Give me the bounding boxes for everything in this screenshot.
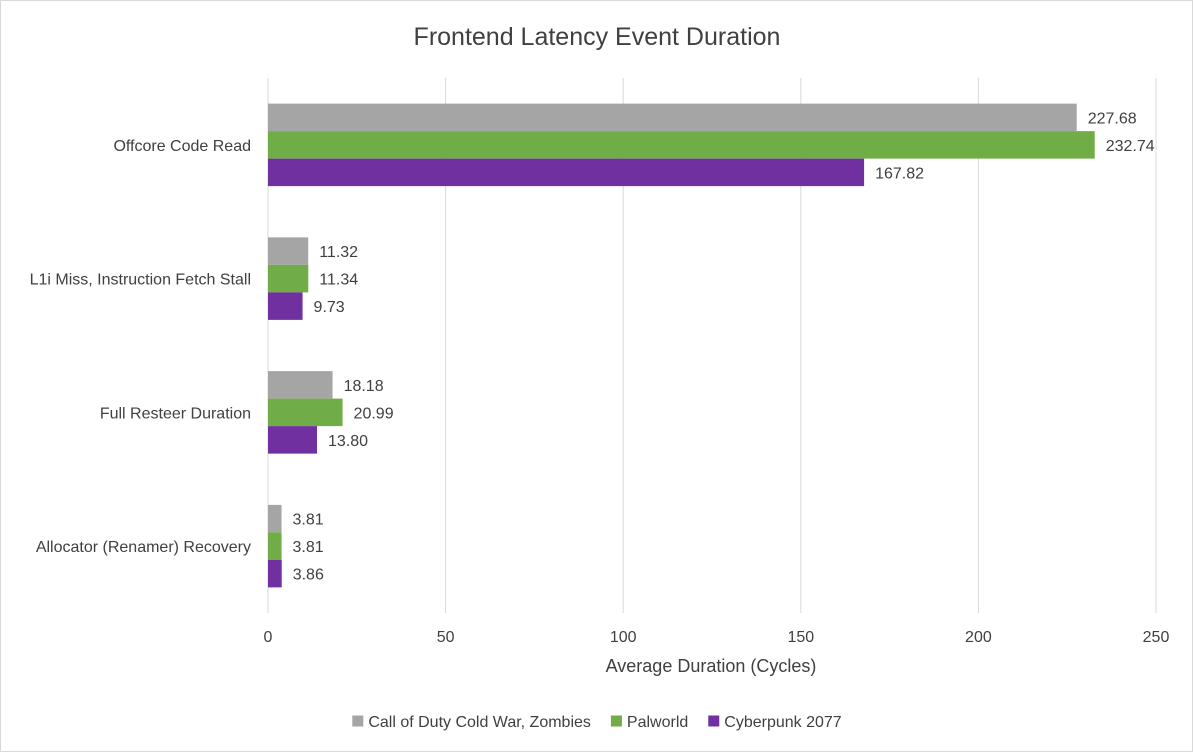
x-tick-label: 150 [787,629,814,646]
data-label: 11.34 [319,272,358,289]
bar [268,504,282,533]
bar [268,559,282,588]
bar [268,103,1077,132]
category-label: Allocator (Renamer) Recovery [36,539,251,556]
category-label: L1i Miss, Instruction Fetch Stall [30,272,251,289]
bar [268,398,343,427]
x-tick-label: 100 [610,629,637,646]
data-label: 3.86 [293,567,324,584]
legend-label: Palworld [627,714,688,731]
data-label: 3.81 [293,539,324,556]
data-label: 227.68 [1088,110,1137,127]
x-tick-label: 250 [1143,629,1170,646]
legend-label: Cyberpunk 2077 [724,714,842,731]
x-tick-label: 0 [264,629,273,646]
y-axis-categories: Offcore Code Read L1i Miss, Instruction F… [30,138,251,556]
legend: Call of Duty Cold War, Zombies Palworld Cy… [352,714,842,731]
legend-swatch [352,715,364,727]
x-axis-label: Average Duration (Cycles) [606,656,817,676]
bar [268,158,865,187]
x-tick-label: 200 [965,629,992,646]
bar [268,532,282,560]
category-label: Offcore Code Read [113,138,251,155]
data-label: 20.99 [354,405,394,422]
data-label: 3.81 [293,512,324,529]
legend-swatch [708,715,720,727]
bar [268,237,309,265]
x-tick-label: 50 [437,629,455,646]
x-axis-ticks: 0 50 100 150 200 250 [264,629,1170,646]
data-label: 167.82 [875,165,924,182]
bar [268,131,1095,159]
legend-label: Call of Duty Cold War, Zombies [368,714,591,731]
bar [268,371,333,399]
data-label: 13.80 [328,433,368,450]
data-label: 11.32 [319,244,358,261]
data-label: 9.73 [314,299,345,316]
chart-title: Frontend Latency Event Duration [414,23,781,51]
data-label: 18.18 [344,378,384,395]
bars: 227.68 232.74 167.82 11.32 11.34 9.73 18.18 20.… [268,103,1155,588]
legend-swatch [610,715,622,727]
bar [268,292,303,320]
category-label: Full Resteer Duration [100,405,251,422]
data-label: 232.74 [1106,138,1155,155]
bar [268,426,318,454]
bar [268,264,309,293]
